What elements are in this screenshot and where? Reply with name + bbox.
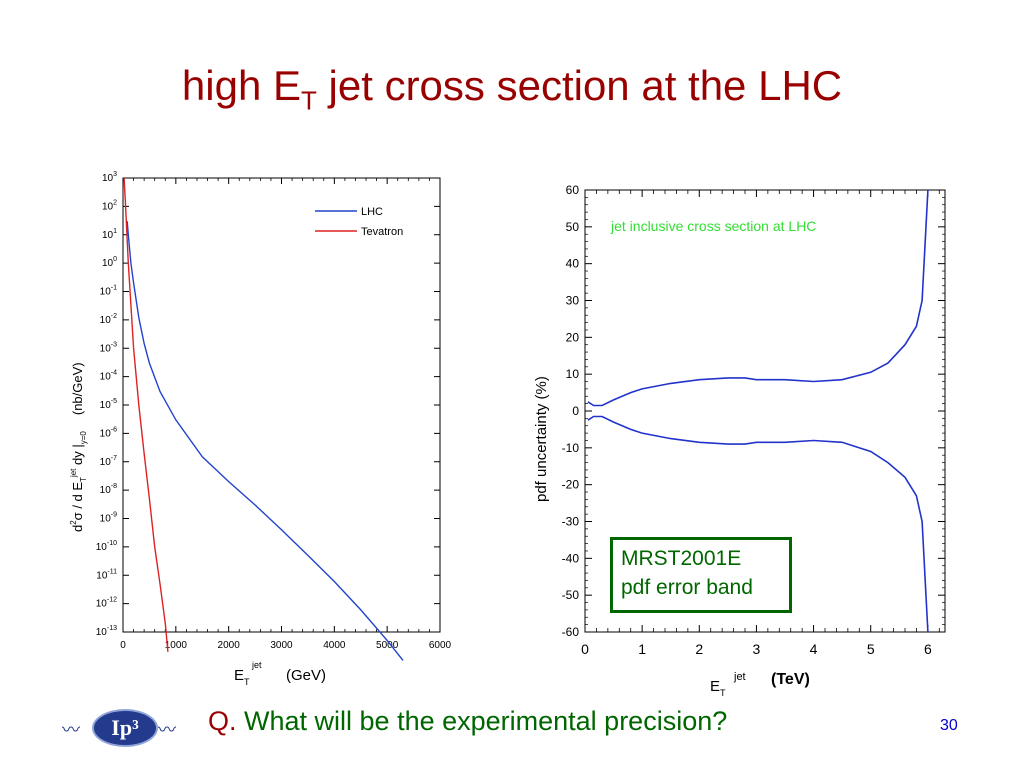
left-y-tick-label: 10-12 (96, 597, 117, 610)
right-y-tick-label: -50 (562, 588, 580, 602)
right-y-tick-label: -10 (562, 441, 580, 455)
left-x-axis-label: E T jet (GeV) (234, 660, 326, 687)
right-x-tick-label: 6 (924, 641, 932, 657)
mrst-line-1: MRST2001E (621, 547, 742, 570)
ylabel-sigma: σ / d E (70, 482, 85, 521)
ylabel-unit: (nb/GeV) (70, 362, 85, 415)
right-y-tick-label: -40 (562, 551, 580, 565)
right-xlabel-main: E (710, 678, 720, 695)
ip3-logo: 〰 Ip³ 〰 (62, 706, 188, 748)
lhc-curve (126, 221, 404, 661)
left-y-tick-label: 10-10 (96, 540, 117, 553)
legend-label-tevatron: Tevatron (361, 226, 403, 238)
right-xlabel-unit: (TeV) (771, 671, 810, 688)
left-plot-frame (122, 177, 441, 633)
left-x-tick-label: 3000 (270, 640, 293, 651)
left-y-tick-label: 10-2 (100, 313, 117, 326)
mrst-line-2: pdf error band (621, 576, 753, 599)
left-y-tick-label: 100 (102, 256, 117, 269)
title-subscript: T (300, 85, 317, 116)
right-y-tick-label: 20 (566, 330, 580, 344)
left-y-tick-label: 10-9 (100, 512, 117, 525)
right-x-tick-label: 0 (581, 641, 589, 657)
left-xlabel-unit: (GeV) (286, 667, 326, 684)
left-y-tick-label: 10-13 (96, 625, 117, 638)
right-y-tick-label: -30 (562, 515, 580, 529)
right-x-axis-label: E T jet (TeV) (710, 671, 810, 698)
right-y-axis-label: pdf uncertainty (%) (533, 376, 550, 502)
logo-wave-right-icon: 〰 (158, 720, 176, 741)
right-y-tick-label: 0 (572, 404, 579, 418)
left-y-tick-label: 10-3 (100, 341, 117, 354)
right-x-tick-label: 1 (638, 641, 646, 657)
left-chart: 0 1000 2000 3000 4000 5000 6000 10310210110010… (69, 171, 452, 687)
right-y-tick-label: -20 (562, 478, 580, 492)
logo-wave-left-icon: 〰 (62, 720, 80, 741)
left-xlabel-sup: jet (251, 660, 262, 670)
right-x-tick-label: 3 (753, 641, 761, 657)
left-y-tick-label: 103 (102, 171, 117, 184)
title-main: high E (181, 62, 301, 109)
left-x-tick-label: 4000 (323, 640, 346, 651)
ylabel-d: d (70, 525, 85, 532)
logo-oval: Ip³ (92, 709, 158, 747)
legend-label-lhc: LHC (361, 206, 383, 218)
left-y-tick-label: 101 (102, 228, 117, 241)
left-y-tick-label: 10-8 (100, 483, 117, 496)
left-series (123, 177, 404, 661)
tevatron-curve (123, 177, 169, 652)
left-y-tick-label: 10-5 (100, 398, 117, 411)
ylabel-sub-y0: y=0 (79, 431, 88, 445)
left-y-tick-label: 10-1 (100, 285, 117, 298)
right-x-tick-label: 2 (695, 641, 703, 657)
question-text: Q. What will be the experimental precisi… (208, 706, 727, 737)
page-number: 30 (940, 717, 958, 734)
left-legend: LHC Tevatron (315, 206, 403, 238)
left-y-ticks: 103 102 101 100 10-1 10-2 10-3 10-4 10-5 10-6 10-7… (96, 171, 440, 638)
question-q: Q. (208, 706, 237, 736)
slide-title: high ET jet cross section at the LHC (0, 62, 1024, 116)
question-body: What will be the experimental precision? (236, 706, 728, 736)
left-x-tick-label: 5000 (376, 640, 399, 651)
right-x-ticks: 0 1 2 3 4 5 6 (581, 190, 940, 657)
right-series (587, 189, 929, 633)
left-y-tick-label: 10-6 (100, 426, 117, 439)
right-y-tick-label: 40 (566, 257, 580, 271)
left-x-ticks: 0 1000 2000 3000 4000 5000 6000 (120, 178, 452, 651)
right-xlabel-sub: T (720, 688, 726, 698)
left-y-tick-label: 10-11 (96, 568, 117, 581)
left-y-tick-label: 10-4 (100, 370, 117, 383)
right-y-tick-label: 10 (566, 367, 580, 381)
right-y-tick-label: 30 (566, 294, 580, 308)
ylabel-sup-2: 2 (69, 520, 78, 525)
pdf-band-upper (587, 189, 929, 407)
right-xlabel-sup: jet (733, 671, 746, 683)
mrst-legend-box: MRST2001E pdf error band (610, 537, 792, 613)
right-annotation: jet inclusive cross section at LHC (610, 218, 816, 234)
ylabel-sup-jet: jet (69, 468, 78, 478)
left-y-tick-label: 10-7 (100, 455, 117, 468)
ylabel-dy: dy | (70, 444, 85, 468)
pdf-band-lower (587, 415, 929, 633)
left-xlabel-sub: T (244, 677, 250, 687)
left-x-tick-label: 0 (120, 640, 126, 651)
right-y-tick-label: 50 (566, 220, 580, 234)
right-y-ticks: 60 50 40 30 20 10 0 -10 -20 -30 -40 -50 -60 (562, 183, 945, 639)
left-x-tick-label: 1000 (165, 640, 188, 651)
left-y-axis-label: d2σ / d ETjet dy |y=0 (nb/GeV) (69, 362, 88, 532)
left-x-tick-label: 2000 (218, 640, 241, 651)
right-x-tick-label: 5 (867, 641, 875, 657)
right-y-tick-label: -60 (562, 625, 580, 639)
right-y-tick-label: 60 (566, 183, 580, 197)
ylabel-sub-T: T (79, 477, 88, 482)
right-x-tick-label: 4 (810, 641, 818, 657)
title-rest: jet cross section at the LHC (316, 62, 843, 109)
left-xlabel-main: E (234, 667, 244, 684)
left-y-tick-label: 102 (102, 199, 117, 212)
left-x-tick-label: 6000 (429, 640, 452, 651)
